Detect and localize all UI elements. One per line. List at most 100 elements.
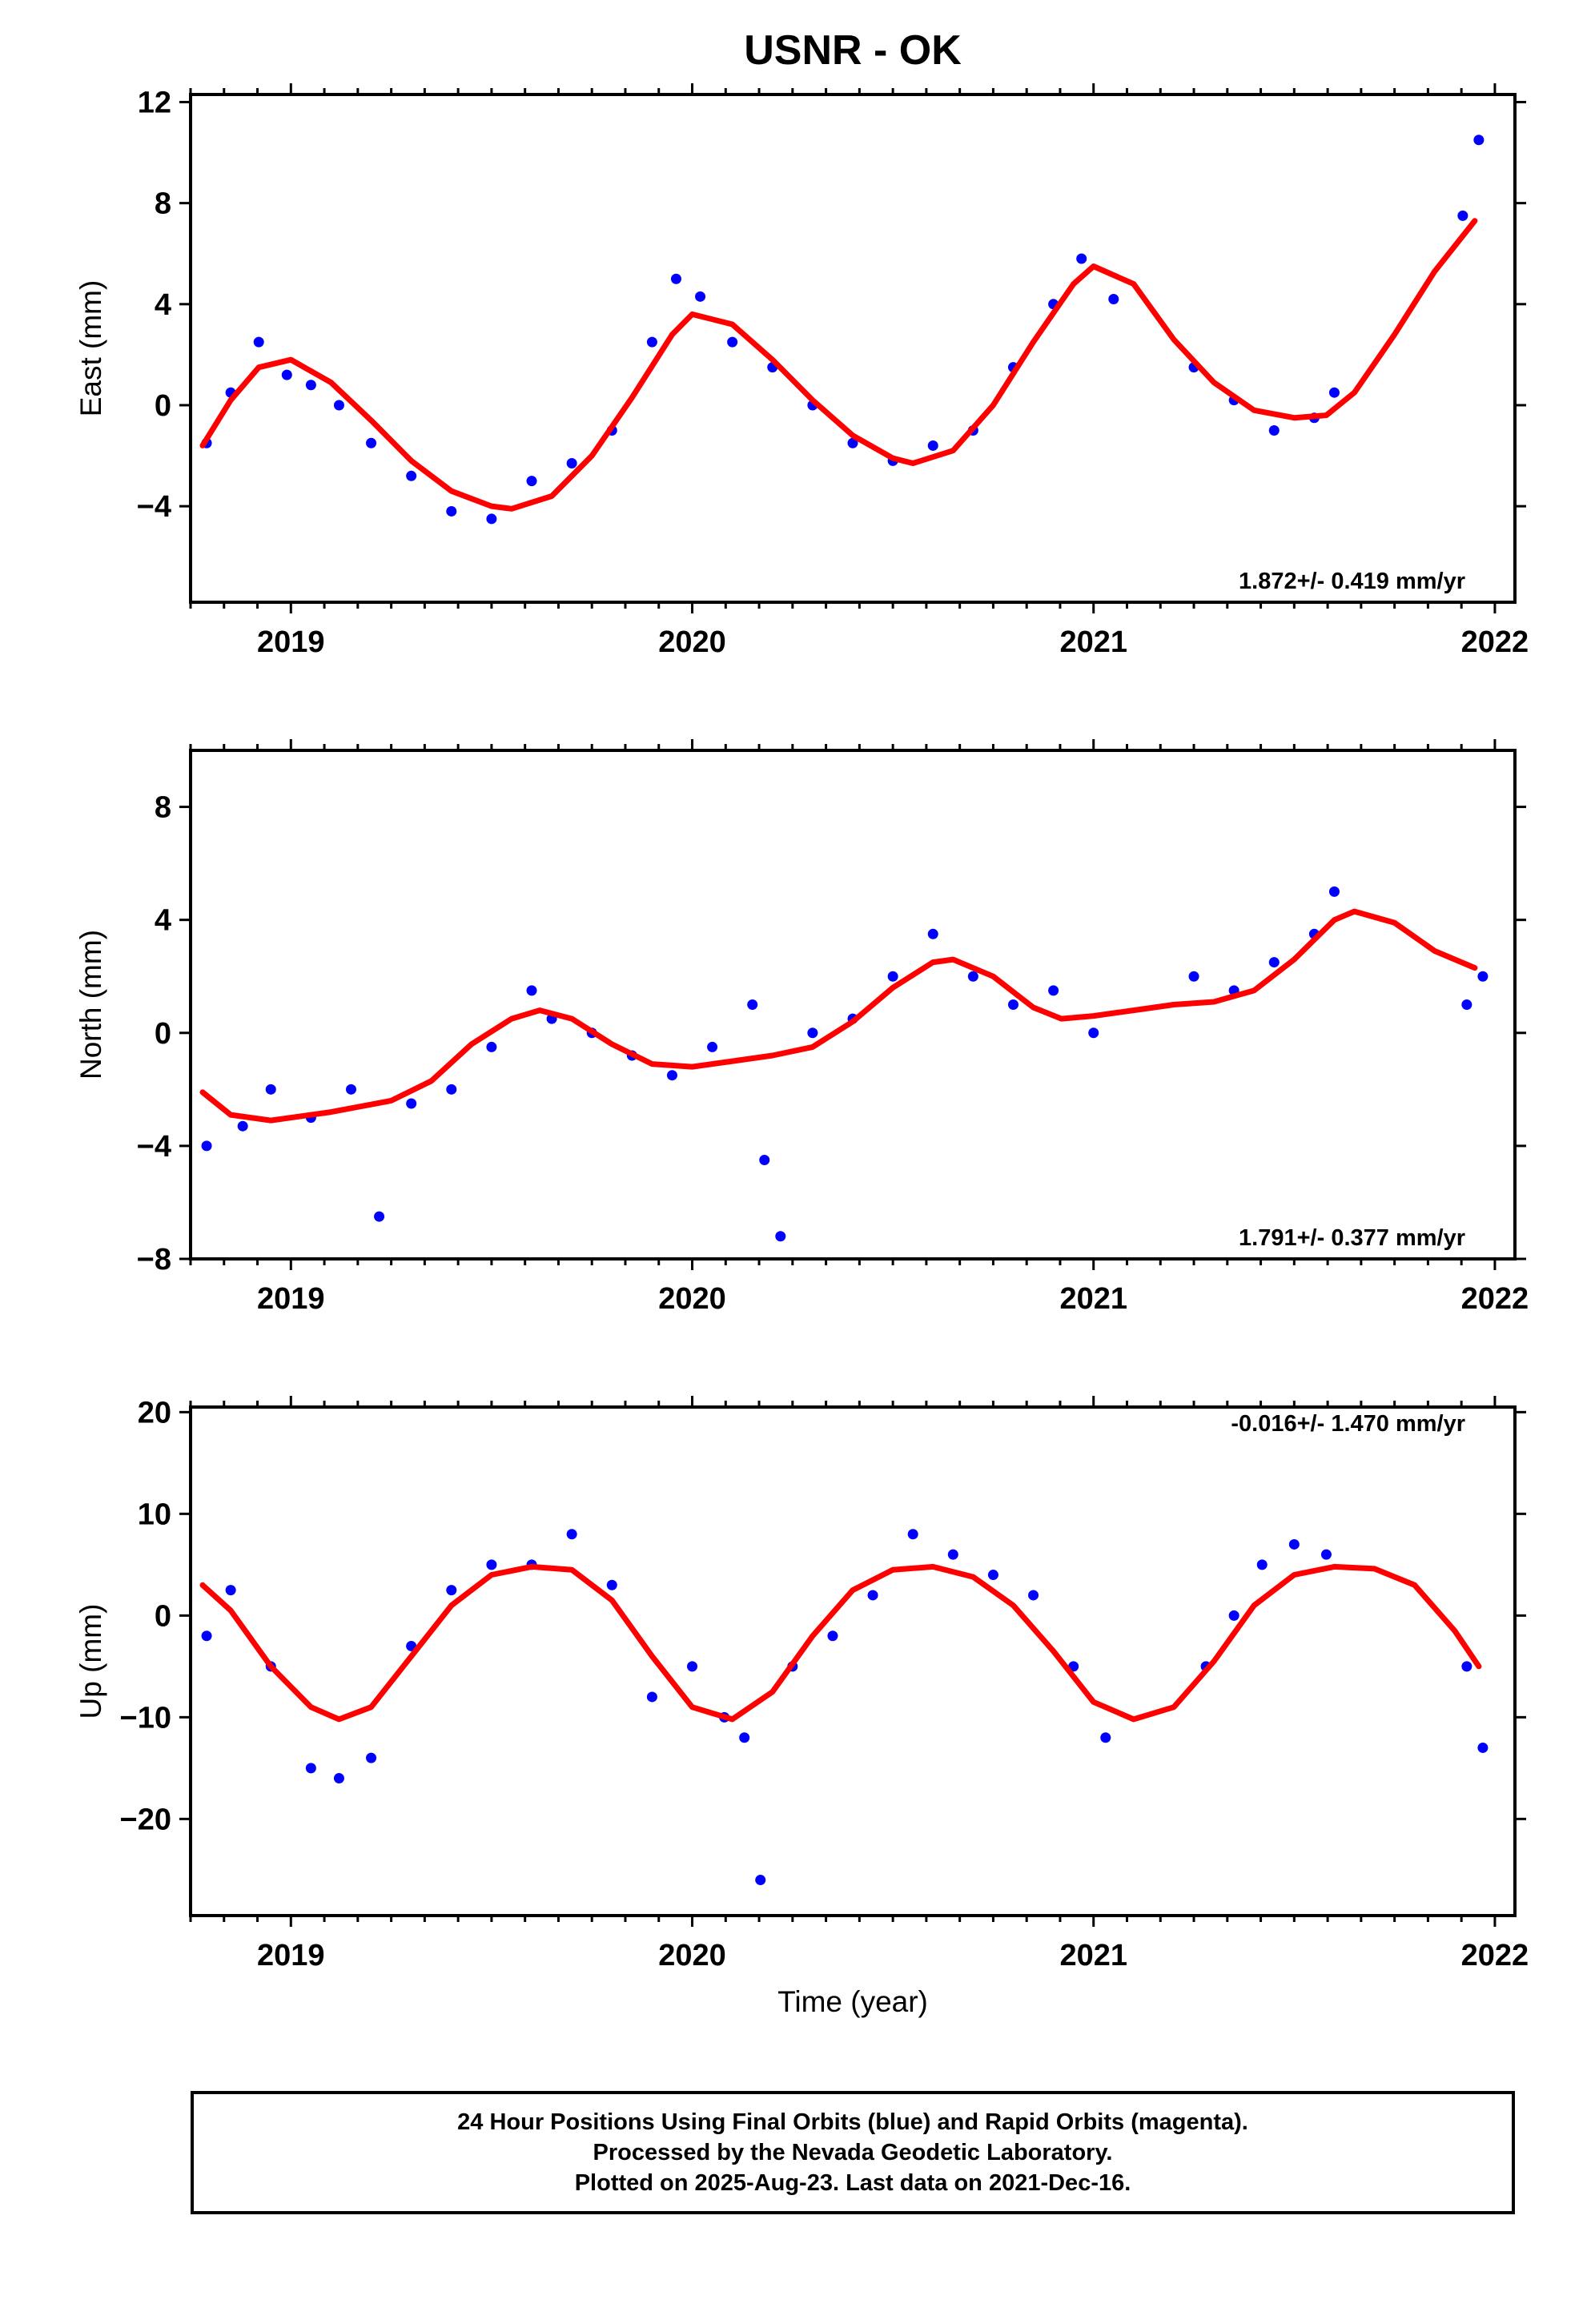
plot-frame	[189, 93, 1517, 604]
x-tick-label: 2020	[658, 1282, 726, 1316]
footer-caption-box: 24 Hour Positions Using Final Orbits (bl…	[191, 2091, 1515, 2214]
data-point	[526, 985, 537, 996]
data-point	[281, 369, 292, 380]
data-point	[1088, 1027, 1099, 1039]
x-tick-label: 2021	[1059, 1939, 1127, 1972]
data-point	[1228, 1610, 1239, 1621]
y-tick-label: 0	[155, 389, 171, 423]
x-tick-label: 2022	[1461, 625, 1529, 659]
data-point	[1457, 210, 1468, 221]
data-point	[305, 1763, 316, 1774]
data-point	[1288, 1538, 1300, 1550]
data-point	[927, 928, 938, 939]
x-tick-label: 2022	[1461, 1939, 1529, 1972]
plot-frame	[189, 1405, 1517, 1917]
y-tick-label: 12	[138, 86, 171, 119]
y-axis-title: North (mm)	[74, 930, 107, 1080]
data-point	[847, 437, 858, 448]
chart-title: USNR - OK	[744, 27, 962, 74]
data-point	[646, 1691, 657, 1703]
y-tick-label: 4	[155, 288, 171, 322]
data-point	[406, 470, 417, 481]
data-point	[486, 1559, 497, 1570]
data-point	[727, 336, 738, 348]
x-axis-title: Time (year)	[777, 1985, 928, 2018]
x-tick-label: 2019	[257, 625, 325, 659]
data-point	[374, 1211, 385, 1222]
x-tick-label: 2021	[1059, 625, 1127, 659]
data-point	[747, 999, 758, 1010]
east-panel: −4 0 4 8 12 2019 2020 2021 2022 East (mm) 1.872+/-…	[74, 83, 1529, 659]
rate-label: 1.872+/- 0.419 mm/yr	[1239, 569, 1465, 594]
data-point	[1268, 425, 1280, 436]
data-point	[1076, 253, 1087, 264]
y-tick-label: 10	[138, 1498, 171, 1531]
x-tick-label: 2019	[257, 1282, 325, 1316]
fit-curve	[199, 908, 1478, 1124]
data-point	[333, 1773, 344, 1784]
data-point	[670, 273, 681, 284]
footer-line-plotted: Plotted on 2025-Aug-23. Last data on 202…	[574, 2170, 1131, 2196]
data-point	[1477, 971, 1489, 982]
data-point	[1473, 135, 1485, 146]
data-point	[907, 1529, 918, 1540]
data-point	[253, 336, 264, 348]
data-point	[201, 1630, 212, 1642]
data-point	[867, 1590, 878, 1601]
x-tick-label: 2019	[257, 1939, 325, 1972]
data-point	[526, 476, 537, 487]
data-point	[1268, 957, 1280, 968]
data-point	[366, 437, 377, 448]
data-point	[646, 336, 657, 348]
data-point	[927, 440, 938, 451]
data-point	[486, 1041, 497, 1052]
data-point	[406, 1098, 417, 1109]
data-point	[987, 1570, 998, 1581]
data-point	[446, 1585, 457, 1596]
y-tick-label: −4	[137, 490, 171, 524]
y-tick-label: 8	[155, 791, 171, 825]
data-point	[1007, 999, 1018, 1010]
y-tick-label: −8	[137, 1243, 171, 1277]
y-tick-label: 4	[155, 904, 171, 938]
data-point	[366, 1752, 377, 1763]
data-point	[687, 1661, 698, 1672]
data-point	[566, 458, 577, 469]
plot-frame	[189, 749, 1517, 1261]
x-tick-label: 2021	[1059, 1282, 1127, 1316]
data-point	[1328, 886, 1340, 897]
data-point	[1477, 1742, 1489, 1753]
data-point	[827, 1630, 838, 1642]
data-point	[739, 1732, 750, 1743]
north-panel: −8 −4 0 4 8 2019 2020 2021 2022 North (mm) 1.791+/…	[74, 739, 1529, 1316]
data-point	[606, 1579, 617, 1590]
data-point	[1461, 999, 1472, 1010]
data-point	[1461, 1661, 1472, 1672]
y-tick-label: 0	[155, 1017, 171, 1051]
data-point	[446, 505, 457, 517]
data-point	[807, 1027, 818, 1039]
x-tick-label: 2020	[658, 1939, 726, 1972]
y-tick-label: −4	[137, 1130, 171, 1164]
x-tick-label: 2020	[658, 625, 726, 659]
up-panel: −20 −10 0 10 20 2019 2020 2021 2022 Up (mm) -0.016…	[74, 1396, 1529, 1972]
data-point	[225, 1585, 236, 1596]
fit-curve	[199, 1563, 1482, 1723]
y-tick-label: −20	[120, 1803, 171, 1836]
y-tick-label: 8	[155, 187, 171, 221]
data-point	[1028, 1590, 1039, 1601]
data-point	[759, 1155, 770, 1166]
data-point	[967, 971, 978, 982]
data-point	[201, 1140, 212, 1152]
data-point	[486, 513, 497, 525]
data-point	[566, 1529, 577, 1540]
data-point	[1108, 293, 1119, 304]
y-axis-title: Up (mm)	[74, 1604, 107, 1719]
rate-label: -0.016+/- 1.470 mm/yr	[1231, 1411, 1465, 1437]
data-point	[887, 971, 898, 982]
data-point	[265, 1084, 276, 1095]
rate-label: 1.791+/- 0.377 mm/yr	[1239, 1225, 1465, 1251]
data-point	[1256, 1559, 1268, 1570]
y-tick-label: −10	[120, 1701, 171, 1735]
